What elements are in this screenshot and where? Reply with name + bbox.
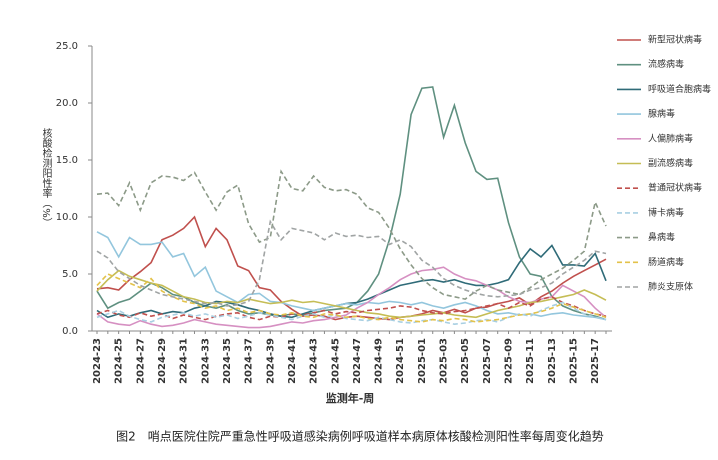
y-tick-label: 5.0: [62, 269, 78, 280]
x-tick-label: 2024-27: [135, 338, 146, 384]
x-tick-label: 2025-09: [504, 338, 515, 384]
series-line: [96, 231, 607, 321]
x-tick-label: 2025-15: [569, 338, 580, 384]
x-axis-title: 监测年-周: [326, 391, 375, 405]
x-tick-label: 2024-39: [265, 338, 276, 384]
x-tick-label: 2024-25: [114, 338, 125, 384]
y-tick-label: 0.0: [62, 326, 78, 337]
legend-label: 副流感病毒: [648, 157, 693, 169]
series-line: [96, 295, 607, 321]
x-tick-label: 2024-31: [179, 338, 190, 384]
x-tick-label: 2024-49: [374, 338, 385, 384]
y-tick-label: 10.0: [56, 212, 78, 223]
x-tick-label: 2024-23: [92, 338, 103, 384]
series-line: [96, 86, 607, 321]
x-tick-label: 2025-05: [460, 338, 471, 384]
x-tick-label: 2024-45: [330, 338, 341, 384]
caption: 图2 哨点医院住院严重急性呼吸道感染病例呼吸道样本病原体核酸检测阳性率每周变化趋…: [116, 429, 604, 444]
x-tick-label: 2024-47: [352, 338, 363, 384]
x-tick-label: 2025-13: [547, 338, 558, 384]
y-tick-label: 15.0: [56, 155, 78, 166]
legend-label: 流感病毒: [648, 58, 684, 70]
legend-label: 博卡病毒: [648, 206, 684, 218]
x-tick-label: 2024-41: [287, 338, 298, 384]
y-tick-label: 25.0: [56, 41, 78, 52]
series-line: [96, 301, 607, 326]
legend-label: 鼻病毒: [648, 231, 675, 243]
legend-label: 新型冠状病毒: [648, 34, 702, 46]
x-tick-label: 2024-35: [222, 338, 233, 384]
legend-label: 肠道病毒: [648, 256, 684, 268]
y-tick-label: 20.0: [56, 98, 78, 109]
x-tick-label: 2025-07: [482, 338, 493, 384]
x-tick-label: 2024-33: [200, 338, 211, 384]
x-tick-label: 2024-51: [395, 338, 406, 384]
legend-label: 普通冠状病毒: [648, 182, 702, 194]
x-tick-label: 2025-11: [525, 338, 536, 384]
legend-label: 人偏肺病毒: [648, 132, 693, 144]
legend-label: 肺炎支原体: [648, 281, 693, 293]
series-line: [96, 269, 607, 319]
legend-label: 腺病毒: [648, 108, 675, 120]
x-tick-label: 2025-01: [417, 338, 428, 384]
x-tick-label: 2025-03: [439, 338, 450, 384]
series-line: [96, 215, 607, 321]
x-tick-label: 2024-29: [157, 338, 168, 384]
x-tick-label: 2024-37: [244, 338, 255, 384]
y-axis-title: 核酸检测阳性率（%）: [40, 127, 52, 228]
series-line: [96, 273, 607, 323]
x-tick-label: 2024-43: [309, 338, 320, 384]
legend-label: 呼吸道合胞病毒: [648, 83, 711, 95]
x-tick-label: 2025-17: [590, 338, 601, 384]
series-line: [96, 219, 607, 307]
